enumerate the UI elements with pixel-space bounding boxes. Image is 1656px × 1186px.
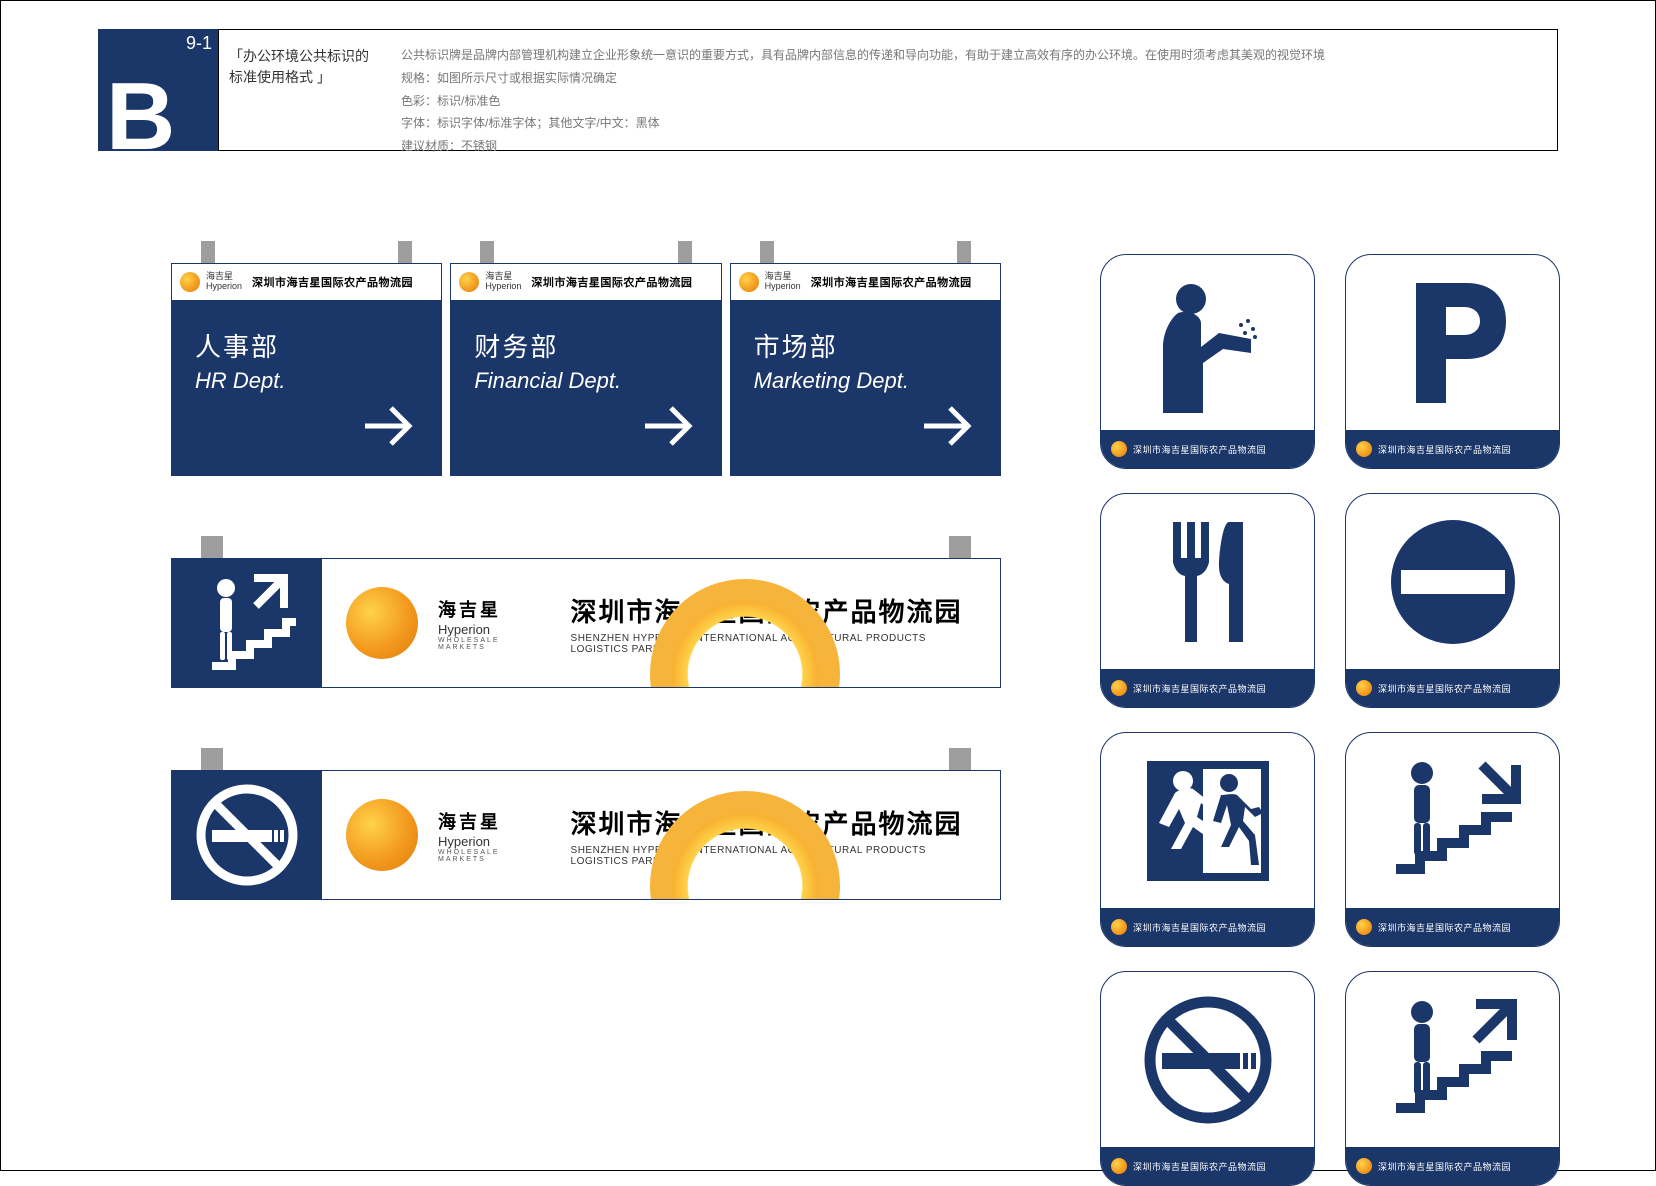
dept-name-cn: 人事部	[195, 327, 418, 364]
hyperion-logo-icon	[1111, 919, 1127, 935]
drinking-fountain-icon	[1101, 255, 1314, 430]
sign-body: 财务部 Financial Dept.	[450, 301, 721, 476]
directional-sign-nosmoking: 海吉星 Hyperion WHOLESALE MARKETS 深圳市海吉星国际农…	[171, 748, 1001, 900]
arrow-right-icon	[919, 398, 975, 454]
pictogram-stairs-up: 深圳市海吉星国际农产品物流园	[1345, 971, 1560, 1186]
dept-name-en: HR Dept.	[195, 368, 418, 394]
desc-spec: 规格：如图所示尺寸或根据实际情况确定	[401, 67, 1537, 90]
desc-material: 建议材质：不锈钢	[401, 135, 1537, 158]
pictogram-emergency-exit: 深圳市海吉星国际农产品物流园	[1100, 732, 1315, 947]
dept-name-cn: 财务部	[474, 327, 697, 364]
pictogram-restaurant: 深圳市海吉星国际农产品物流园	[1100, 493, 1315, 708]
logo-text: 海吉星Hyperion	[485, 272, 521, 292]
pictogram-footer: 深圳市海吉星国际农产品物流园	[1101, 1147, 1314, 1185]
desc-main: 公共标识牌是品牌内部管理机构建立企业形象统一意识的重要方式，具有品牌内部信息的传…	[401, 44, 1537, 67]
spec-header: B 9-1 「办公环境公共标识的标准使用格式 」 公共标识牌是品牌内部管理机构建…	[98, 29, 1558, 151]
dept-sign-marketing: 海吉星Hyperion 深圳市海吉星国际农产品物流园 市场部 Marketing…	[730, 241, 1001, 476]
pictogram-no-entry: 深圳市海吉星国际农产品物流园	[1345, 493, 1560, 708]
hyperion-logo-icon	[1356, 1158, 1372, 1174]
hyperion-logo-icon	[346, 799, 418, 871]
header-title: 「办公环境公共标识的标准使用格式 」	[219, 30, 381, 150]
sign-header-title: 深圳市海吉星国际农产品物流园	[811, 274, 972, 290]
sign-header-strip: 海吉星Hyperion 深圳市海吉星国际农产品物流园	[171, 263, 442, 301]
hyperion-logo-icon	[1111, 441, 1127, 457]
header-description: 公共标识牌是品牌内部管理机构建立企业形象统一意识的重要方式，具有品牌内部信息的传…	[381, 30, 1557, 150]
directional-sign-stairs: 海吉星 Hyperion WHOLESALE MARKETS 深圳市海吉星国际农…	[171, 536, 1001, 688]
pictogram-footer: 深圳市海吉星国际农产品物流园	[1101, 908, 1314, 946]
pictogram-stairs-down: 深圳市海吉星国际农产品物流园	[1345, 732, 1560, 947]
long-sign: 海吉星 Hyperion WHOLESALE MARKETS 深圳市海吉星国际农…	[171, 770, 1001, 900]
arrow-right-icon	[360, 398, 416, 454]
dept-name-en: Financial Dept.	[474, 368, 697, 394]
header-box: 「办公环境公共标识的标准使用格式 」 公共标识牌是品牌内部管理机构建立企业形象统…	[218, 29, 1558, 151]
mounting-bracket	[171, 241, 442, 263]
badge-index: 9-1	[186, 33, 212, 54]
department-signs-row: 海吉星Hyperion 深圳市海吉星国际农产品物流园 人事部 HR Dept. …	[171, 241, 1001, 476]
mounting-bracket	[450, 241, 721, 263]
pictogram-grid: 深圳市海吉星国际农产品物流园 深圳市海吉星国际农产品物流园 深圳市海吉星国际农产…	[1100, 254, 1560, 1186]
no-smoking-icon	[1101, 972, 1314, 1147]
arrow-right-icon	[640, 398, 696, 454]
hyperion-logo-icon	[1111, 680, 1127, 696]
dept-name-cn: 市场部	[754, 327, 977, 364]
footer-text: 深圳市海吉星国际农产品物流园	[1378, 682, 1511, 695]
pictogram-no-smoking: 深圳市海吉星国际农产品物流园	[1100, 971, 1315, 1186]
sign-header-title: 深圳市海吉星国际农产品物流园	[531, 274, 692, 290]
hyperion-logo-icon	[180, 272, 200, 292]
pictogram-footer: 深圳市海吉星国际农产品物流园	[1346, 669, 1559, 707]
dept-name-en: Marketing Dept.	[754, 368, 977, 394]
stairs-down-icon	[1346, 733, 1559, 908]
long-sign-body: 海吉星 Hyperion WHOLESALE MARKETS 深圳市海吉星国际农…	[322, 771, 1000, 899]
hyperion-logo-icon	[1111, 1158, 1127, 1174]
long-sign-body: 海吉星 Hyperion WHOLESALE MARKETS 深圳市海吉星国际农…	[322, 559, 1000, 687]
logo-text: 海吉星Hyperion	[206, 272, 242, 292]
signage-examples: 海吉星Hyperion 深圳市海吉星国际农产品物流园 人事部 HR Dept. …	[171, 241, 1001, 960]
emergency-exit-icon	[1101, 733, 1314, 908]
sign-body: 市场部 Marketing Dept.	[730, 301, 1001, 476]
hyperion-logo-icon	[1356, 680, 1372, 696]
pictogram-parking: 深圳市海吉星国际农产品物流园	[1345, 254, 1560, 469]
stairs-up-icon	[172, 559, 322, 687]
footer-text: 深圳市海吉星国际农产品物流园	[1133, 682, 1266, 695]
pictogram-footer: 深圳市海吉星国际农产品物流园	[1346, 1147, 1559, 1185]
pictogram-footer: 深圳市海吉星国际农产品物流园	[1346, 908, 1559, 946]
stairs-up-icon	[1346, 972, 1559, 1147]
no-entry-icon	[1346, 494, 1559, 669]
mounting-bracket	[730, 241, 1001, 263]
logo-text: 海吉星Hyperion	[765, 272, 801, 292]
hyperion-logo-icon	[346, 587, 418, 659]
pictogram-footer: 深圳市海吉星国际农产品物流园	[1346, 430, 1559, 468]
hyperion-logo-icon	[1356, 441, 1372, 457]
dept-sign-financial: 海吉星Hyperion 深圳市海吉星国际农产品物流园 财务部 Financial…	[450, 241, 721, 476]
sign-header-strip: 海吉星Hyperion 深圳市海吉星国际农产品物流园	[450, 263, 721, 301]
pictogram-footer: 深圳市海吉星国际农产品物流园	[1101, 430, 1314, 468]
footer-text: 深圳市海吉星国际农产品物流园	[1378, 443, 1511, 456]
parking-icon	[1346, 255, 1559, 430]
footer-text: 深圳市海吉星国际农产品物流园	[1378, 921, 1511, 934]
no-smoking-icon	[172, 771, 322, 899]
sign-header-strip: 海吉星Hyperion 深圳市海吉星国际农产品物流园	[730, 263, 1001, 301]
sign-header-title: 深圳市海吉星国际农产品物流园	[252, 274, 413, 290]
desc-color: 色彩：标识/标准色	[401, 90, 1537, 113]
hyperion-logo-icon	[459, 272, 479, 292]
hyperion-logo-icon	[1356, 919, 1372, 935]
logo-text-block: 海吉星 Hyperion WHOLESALE MARKETS	[438, 808, 541, 863]
sign-body: 人事部 HR Dept.	[171, 301, 442, 476]
badge-letter: B	[106, 69, 175, 165]
restaurant-icon	[1101, 494, 1314, 669]
footer-text: 深圳市海吉星国际农产品物流园	[1133, 443, 1266, 456]
pictogram-drinking-fountain: 深圳市海吉星国际农产品物流园	[1100, 254, 1315, 469]
footer-text: 深圳市海吉星国际农产品物流园	[1133, 921, 1266, 934]
long-sign: 海吉星 Hyperion WHOLESALE MARKETS 深圳市海吉星国际农…	[171, 558, 1001, 688]
dept-sign-hr: 海吉星Hyperion 深圳市海吉星国际农产品物流园 人事部 HR Dept.	[171, 241, 442, 476]
pictogram-footer: 深圳市海吉星国际农产品物流园	[1101, 669, 1314, 707]
logo-text-block: 海吉星 Hyperion WHOLESALE MARKETS	[438, 596, 541, 651]
mounting-bracket	[171, 748, 1001, 770]
hyperion-logo-icon	[739, 272, 759, 292]
desc-font: 字体：标识字体/标准字体；其他文字/中文：黑体	[401, 112, 1537, 135]
mounting-bracket	[171, 536, 1001, 558]
section-badge: B 9-1	[98, 29, 218, 151]
